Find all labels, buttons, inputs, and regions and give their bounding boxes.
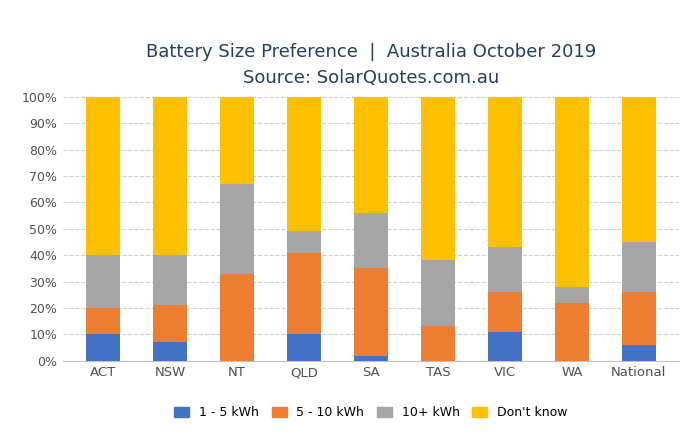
Bar [622, 345, 656, 361]
Bar [86, 97, 120, 255]
Bar [287, 97, 321, 231]
Bar [622, 97, 656, 242]
Bar [488, 247, 522, 292]
Bar [622, 242, 656, 292]
Bar [354, 356, 388, 361]
Bar [86, 255, 120, 308]
Bar [86, 334, 120, 361]
Bar [421, 260, 455, 326]
Bar [488, 292, 522, 332]
Bar [220, 274, 254, 361]
Bar [555, 97, 589, 287]
Title: Battery Size Preference  |  Australia October 2019
Source: SolarQuotes.com.au: Battery Size Preference | Australia Octo… [146, 43, 596, 87]
Bar [421, 97, 455, 260]
Bar [488, 97, 522, 247]
Bar [622, 292, 656, 345]
Bar [354, 213, 388, 268]
Bar [220, 97, 254, 184]
Bar [555, 303, 589, 361]
Bar [287, 231, 321, 253]
Bar [287, 253, 321, 334]
Bar [488, 332, 522, 361]
Bar [153, 255, 187, 305]
Bar [153, 342, 187, 361]
Legend: 1 - 5 kWh, 5 - 10 kWh, 10+ kWh, Don't know: 1 - 5 kWh, 5 - 10 kWh, 10+ kWh, Don't kn… [169, 401, 573, 424]
Bar [153, 305, 187, 342]
Bar [287, 334, 321, 361]
Bar [354, 268, 388, 356]
Bar [86, 308, 120, 334]
Bar [555, 287, 589, 303]
Bar [421, 326, 455, 361]
Bar [354, 97, 388, 213]
Bar [153, 97, 187, 255]
Bar [220, 184, 254, 274]
